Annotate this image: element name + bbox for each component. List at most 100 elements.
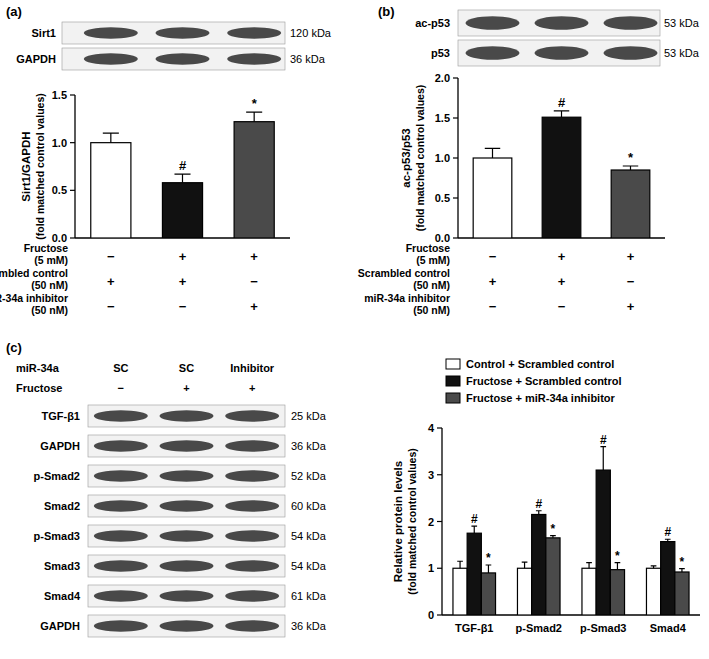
x-tick-label: p-Smad3 (580, 622, 626, 634)
error-bar (651, 566, 657, 568)
blot-label: p-Smad3 (34, 530, 80, 542)
lane-label: SC (179, 362, 194, 374)
y-tick (437, 614, 442, 615)
blot-strip (88, 465, 285, 487)
blot-label: TGF-β1 (42, 410, 81, 422)
blot-size: 36 kDa (290, 53, 326, 65)
blot-band (604, 16, 658, 30)
condition-sign: − (627, 274, 635, 289)
significance: # (664, 525, 671, 539)
blot-size: 53 kDa (664, 47, 700, 59)
lane-header-label: Fructose (16, 382, 62, 394)
condition-label: miR-34a inhibitor (0, 292, 68, 304)
blot-band (94, 500, 148, 511)
condition-sign: − (179, 299, 187, 314)
blot-band (225, 620, 279, 631)
bar (234, 122, 274, 238)
error-bar (485, 148, 500, 158)
error-bar (486, 565, 492, 573)
error-bar (600, 447, 606, 470)
blot-label: GAPDH (16, 53, 56, 65)
blot-band (94, 620, 148, 631)
y-tick-label: 1.5 (435, 112, 450, 124)
legend-label: Fructose + miR-34a inhibitor (466, 392, 616, 404)
y-tick (70, 142, 75, 143)
error-bar (615, 563, 621, 570)
condition-label: (50 nM) (413, 304, 450, 316)
y-axis-label: (fold matched control values) (406, 448, 418, 594)
condition-sign: + (558, 249, 566, 264)
blot-strip (458, 40, 660, 66)
condition-sign: + (179, 274, 187, 289)
blot-label: ac-p53 (415, 17, 450, 29)
y-tick-label: 0 (428, 609, 434, 621)
lane-label: + (183, 382, 189, 394)
condition-label: Fructose (406, 242, 451, 254)
y-tick (437, 568, 442, 569)
significance: # (600, 433, 607, 447)
legend-swatch (446, 393, 460, 403)
error-bar (679, 569, 685, 572)
condition-sign: − (250, 274, 258, 289)
blot-size: 120 kDa (290, 27, 332, 39)
lane-label: SC (113, 362, 128, 374)
x-tick-label: p-Smad2 (516, 622, 562, 634)
bar (661, 542, 675, 615)
condition-sign: + (627, 299, 635, 314)
condition-sign: + (250, 249, 258, 264)
blot-band (225, 530, 279, 541)
significance: # (471, 512, 478, 526)
bar (532, 514, 546, 615)
bar (542, 117, 581, 238)
y-tick-label: 0.5 (52, 184, 67, 196)
y-tick (70, 94, 75, 95)
y-axis-label: (fold matched control values) (414, 85, 426, 231)
error-bar (623, 166, 638, 170)
blot-band (227, 27, 281, 38)
figure: (a)Sirt1120 kDaGAPDH36 kDa0.00.51.01.5Si… (0, 0, 709, 659)
y-tick-label: 2 (428, 516, 434, 528)
significance: # (535, 497, 542, 511)
blot-band (94, 590, 148, 601)
blot-band (160, 500, 214, 511)
blot-strip (458, 10, 660, 36)
error-bar (103, 133, 119, 143)
condition-label: Fructose (24, 242, 69, 254)
condition-label: (50 nM) (413, 279, 450, 291)
y-tick (453, 197, 458, 198)
blot-band (156, 53, 210, 64)
bar (453, 568, 467, 615)
error-bar (471, 526, 477, 533)
blot-size: 36 kDa (291, 440, 327, 452)
blot-band (227, 53, 281, 64)
bar (467, 533, 481, 615)
blot-band (225, 500, 279, 511)
error-bar (522, 562, 528, 568)
blot-band (94, 560, 148, 571)
plot-area (453, 447, 689, 615)
y-tick (70, 237, 75, 238)
condition-label: (5 mM) (416, 254, 450, 266)
condition-sign: + (250, 299, 258, 314)
y-axis-label: (fold matched control values) (34, 93, 46, 239)
error-bar (246, 112, 262, 122)
blot-band (84, 27, 138, 38)
blot-band (160, 410, 214, 421)
blot-size: 60 kDa (291, 500, 327, 512)
blot-label: GAPDH (40, 620, 80, 632)
bar (481, 573, 495, 615)
y-tick (437, 427, 442, 428)
blot-band (94, 470, 148, 481)
blot-band (604, 46, 658, 60)
significance: * (551, 522, 556, 536)
y-tick (453, 77, 458, 78)
significance: * (486, 551, 491, 565)
y-tick (70, 190, 75, 191)
condition-label: (5 mM) (34, 254, 68, 266)
blot-band (535, 46, 589, 60)
blot-band (160, 440, 214, 451)
blot-label: GAPDH (40, 440, 80, 452)
significance: * (615, 549, 620, 563)
y-axis-label: Relative protein levels (392, 461, 404, 582)
panel-label: (c) (6, 340, 22, 355)
